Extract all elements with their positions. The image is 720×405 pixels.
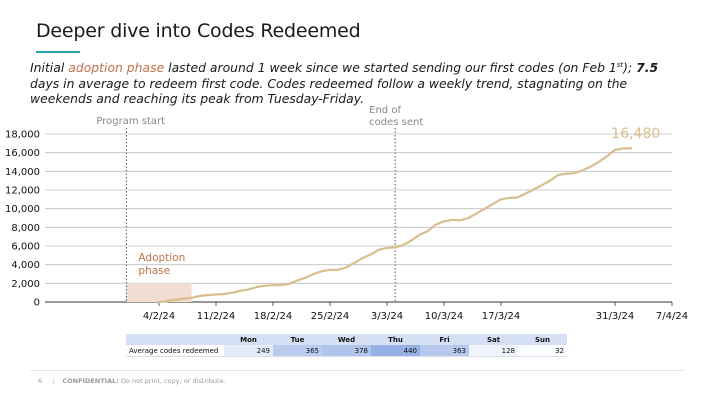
x-tick-label: 31/3/24	[596, 311, 635, 322]
page-number: 6	[38, 377, 43, 385]
table-header-blank	[126, 334, 224, 345]
title-underline	[36, 51, 80, 53]
adoption-phase-label-line2: phase	[138, 265, 170, 277]
y-tick-label: 6,000	[11, 242, 40, 253]
codes-redeemed-line	[157, 147, 633, 304]
table-header-sat: Sat	[469, 334, 518, 345]
y-tick-label: 0	[34, 298, 40, 309]
table-cell-fri: 363	[420, 345, 469, 357]
footer-separator: |	[52, 377, 55, 385]
table-cell-sun: 32	[518, 345, 567, 357]
final-value-label: 16,480	[611, 126, 660, 142]
table-header-thu: Thu	[371, 334, 420, 345]
slide-title: Deeper dive into Codes Redeemed	[36, 20, 361, 42]
x-tick-label: 25/2/24	[311, 311, 350, 322]
subtitle-part4: days in average to redeem first code. Co…	[30, 75, 628, 107]
program-start-label: Program start	[96, 116, 165, 127]
confidential-label: CONFIDENTIAL:	[62, 377, 119, 385]
y-tick-label: 14,000	[5, 167, 40, 178]
x-tick-label: 3/3/24	[371, 311, 403, 322]
table-cell-sat: 128	[469, 345, 518, 357]
adoption-phase-label-line1: Adoption	[138, 252, 185, 264]
y-tick-label: 4,000	[11, 260, 40, 271]
weekday-average-table: Mon Tue Wed Thu Fri Sat Sun Average codes rede…	[126, 334, 567, 357]
footer: 6 | CONFIDENTIAL: Do not print, copy, or d…	[38, 377, 226, 385]
slide-subtitle: Initial adoption phase lasted around 1 w…	[30, 58, 690, 107]
table-cell-wed: 378	[322, 345, 371, 357]
x-tick-label: 7/4/24	[656, 311, 688, 322]
footer-divider	[30, 370, 685, 371]
subtitle-part3: );	[623, 60, 637, 76]
table-header-wed: Wed	[322, 334, 371, 345]
y-tick-label: 10,000	[5, 204, 40, 215]
y-tick-label: 8,000	[11, 223, 40, 234]
table-header-row: Mon Tue Wed Thu Fri Sat Sun	[126, 334, 567, 345]
table-header-tue: Tue	[273, 334, 322, 345]
table-cell-tue: 365	[273, 345, 322, 357]
x-tick-label: 4/2/24	[143, 311, 175, 322]
end-of-codes-label-line1: End of	[369, 105, 401, 116]
y-tick-label: 12,000	[5, 186, 40, 197]
x-tick-label: 18/2/24	[254, 311, 293, 322]
x-tick-label: 11/2/24	[197, 311, 236, 322]
codes-redeemed-chart: 0 2,000 4,000 6,000 8,000 10,000 12,000 14,000 1…	[5, 105, 688, 322]
y-tick-label: 16,000	[5, 148, 40, 159]
x-tick-label: 10/3/24	[425, 311, 464, 322]
table-header-mon: Mon	[224, 334, 273, 345]
subtitle-part1: Initial	[30, 60, 69, 76]
table-row-label: Average codes redeemed	[126, 345, 224, 357]
subtitle-accent: adoption phase	[68, 60, 165, 76]
adoption-phase-region	[126, 283, 192, 302]
table-cell-mon: 249	[224, 345, 273, 357]
table-cell-thu: 440	[371, 345, 420, 357]
subtitle-sup: st	[616, 61, 624, 69]
x-tick-label: 17/3/24	[482, 311, 521, 322]
y-tick-label: 18,000	[5, 130, 40, 141]
confidential-notice: Do not print, copy, or distribute.	[120, 377, 226, 385]
subtitle-bold: 7.5	[636, 60, 659, 76]
subtitle-part2: lasted around 1 week since we started se…	[164, 60, 617, 76]
table-header-fri: Fri	[420, 334, 469, 345]
y-tick-label: 2,000	[11, 279, 40, 290]
end-of-codes-label-line2: codes sent	[369, 117, 423, 128]
table-row: Average codes redeemed 249 365 378 440 363 12…	[126, 345, 567, 357]
table-header-sun: Sun	[518, 334, 567, 345]
